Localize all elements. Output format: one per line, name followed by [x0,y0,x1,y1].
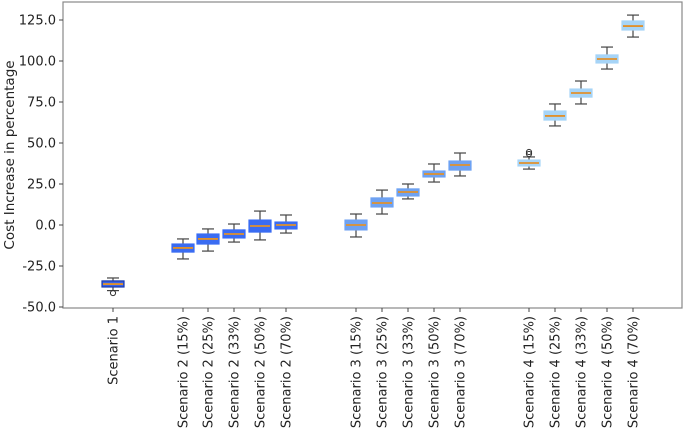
box-scenario-3-50 [422,163,446,183]
x-tick-label: Scenario 2 (50%) [254,316,269,428]
box-series [101,14,645,297]
outlier-marker [525,150,533,158]
plot-frame [62,1,683,309]
outlier-marker [525,148,533,156]
x-axis: Scenario 1 Scenario 2 (15%) Scenario 2 (25… [107,308,642,428]
x-tick-label: Scenario 4 (50%) [601,316,616,428]
box-scenario-4-70 [621,14,645,38]
x-tick-label: Scenario 4 (33%) [575,316,590,428]
y-tick-label: 25.0 [27,178,56,193]
x-tick-label: Scenario 4 (70%) [627,316,642,428]
y-tick-label: 100.0 [19,55,56,70]
box-scenario-3-70 [448,152,472,177]
box-scenario-2-15 [171,238,195,260]
x-tick-label: Scenario 1 [107,316,122,385]
box-scenario-2-70 [274,214,298,234]
y-tick-label: 75.0 [27,96,56,111]
y-tick-label: 0.0 [35,219,56,234]
x-tick-label: Scenario 3 (70%) [454,316,469,428]
x-tick-label: Scenario 3 (25%) [376,316,391,428]
box-scenario-3-15 [344,213,368,238]
y-tick-label: -50.0 [22,301,56,316]
x-tick-label: Scenario 4 (15%) [523,316,538,428]
box-scenario-3-33 [396,183,420,200]
box-scenario-4-25 [543,103,567,127]
box-scenario-1 [101,277,125,297]
y-axis-title: Cost Increase in percentage [2,60,18,249]
x-tick-label: Scenario 2 (15%) [177,316,192,428]
box-scenario-3-25 [370,189,394,215]
box-scenario-2-50 [248,210,272,241]
box-scenario-4-33 [569,80,593,105]
x-tick-label: Scenario 2 (33%) [228,316,243,428]
outlier-marker [109,289,117,297]
x-tick-label: Scenario 2 (70%) [280,316,295,428]
box-scenario-2-33 [222,223,246,243]
x-tick-label: Scenario 3 (50%) [428,316,443,428]
x-tick-label: Scenario 4 (25%) [549,316,564,428]
x-tick-label: Scenario 3 (15%) [350,316,365,428]
y-tick-label: -25.0 [22,260,56,275]
box-scenario-4-15 [517,148,541,170]
x-tick-label: Scenario 2 (25%) [202,316,217,428]
box-scenario-4-50 [595,46,619,70]
y-axis: -50.0 -25.0 0.0 25.0 50.0 75.0 100.0 125.0 [19,14,63,316]
box-scenario-2-25 [196,228,220,252]
y-tick-label: 50.0 [27,137,56,152]
y-tick-label: 125.0 [19,14,56,29]
x-tick-label: Scenario 3 (33%) [402,316,417,428]
plot-border [62,1,683,309]
